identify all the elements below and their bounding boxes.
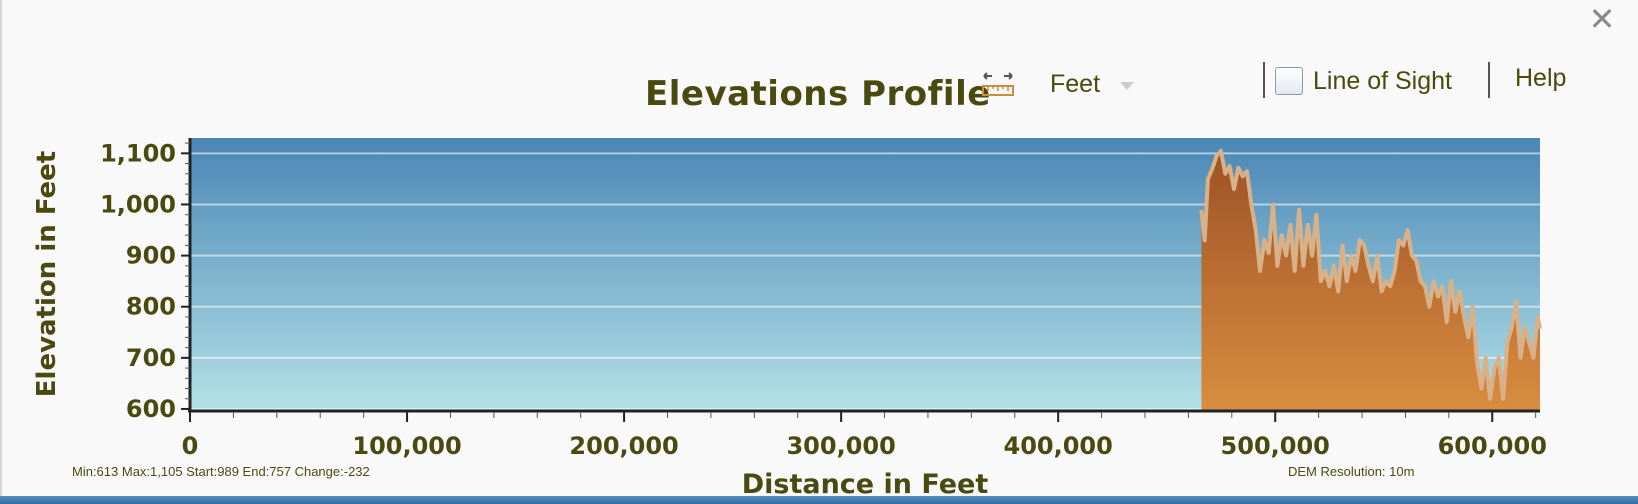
y-tick-label: 900: [126, 242, 176, 270]
chart-title: Elevations Profile: [645, 74, 991, 114]
x-tick-label: 500,000: [1221, 432, 1330, 460]
y-tick-label: 1,000: [100, 190, 176, 218]
y-axis-label: Elevation in Feet: [32, 151, 62, 397]
line-of-sight-toggle[interactable]: Line of Sight: [1275, 64, 1452, 98]
line-of-sight-label: Line of Sight: [1313, 66, 1452, 95]
y-tick-label: 800: [126, 293, 176, 321]
toolbar-divider: [1488, 62, 1490, 98]
help-link[interactable]: Help: [1515, 64, 1567, 92]
window-bottom-edge: [0, 496, 1638, 504]
x-tick-label: 100,000: [352, 432, 461, 460]
units-dropdown[interactable]: Feet: [1050, 70, 1101, 98]
y-tick-label: 1,100: [100, 139, 176, 167]
toolbar-divider: [1263, 62, 1265, 98]
x-tick-label: 400,000: [1004, 432, 1113, 460]
terrain-line: [1199, 148, 1542, 401]
dem-resolution: DEM Resolution: 10m: [1288, 464, 1415, 479]
elevation-stats: Min:613 Max:1,105 Start:989 End:757 Chan…: [72, 464, 370, 479]
chevron-down-icon[interactable]: [1120, 82, 1134, 90]
x-tick-label: 600,000: [1438, 432, 1547, 460]
line-of-sight-checkbox[interactable]: [1275, 67, 1303, 95]
y-tick-label: 700: [126, 344, 176, 372]
x-tick-label: 200,000: [569, 432, 678, 460]
x-axis-label: Distance in Feet: [742, 469, 989, 500]
close-icon[interactable]: ✕: [1588, 1, 1616, 37]
x-tick-label: 0: [182, 432, 199, 460]
x-tick-label: 300,000: [786, 432, 895, 460]
y-tick-label: 600: [126, 395, 176, 423]
measure-ruler-icon[interactable]: [980, 70, 1016, 98]
